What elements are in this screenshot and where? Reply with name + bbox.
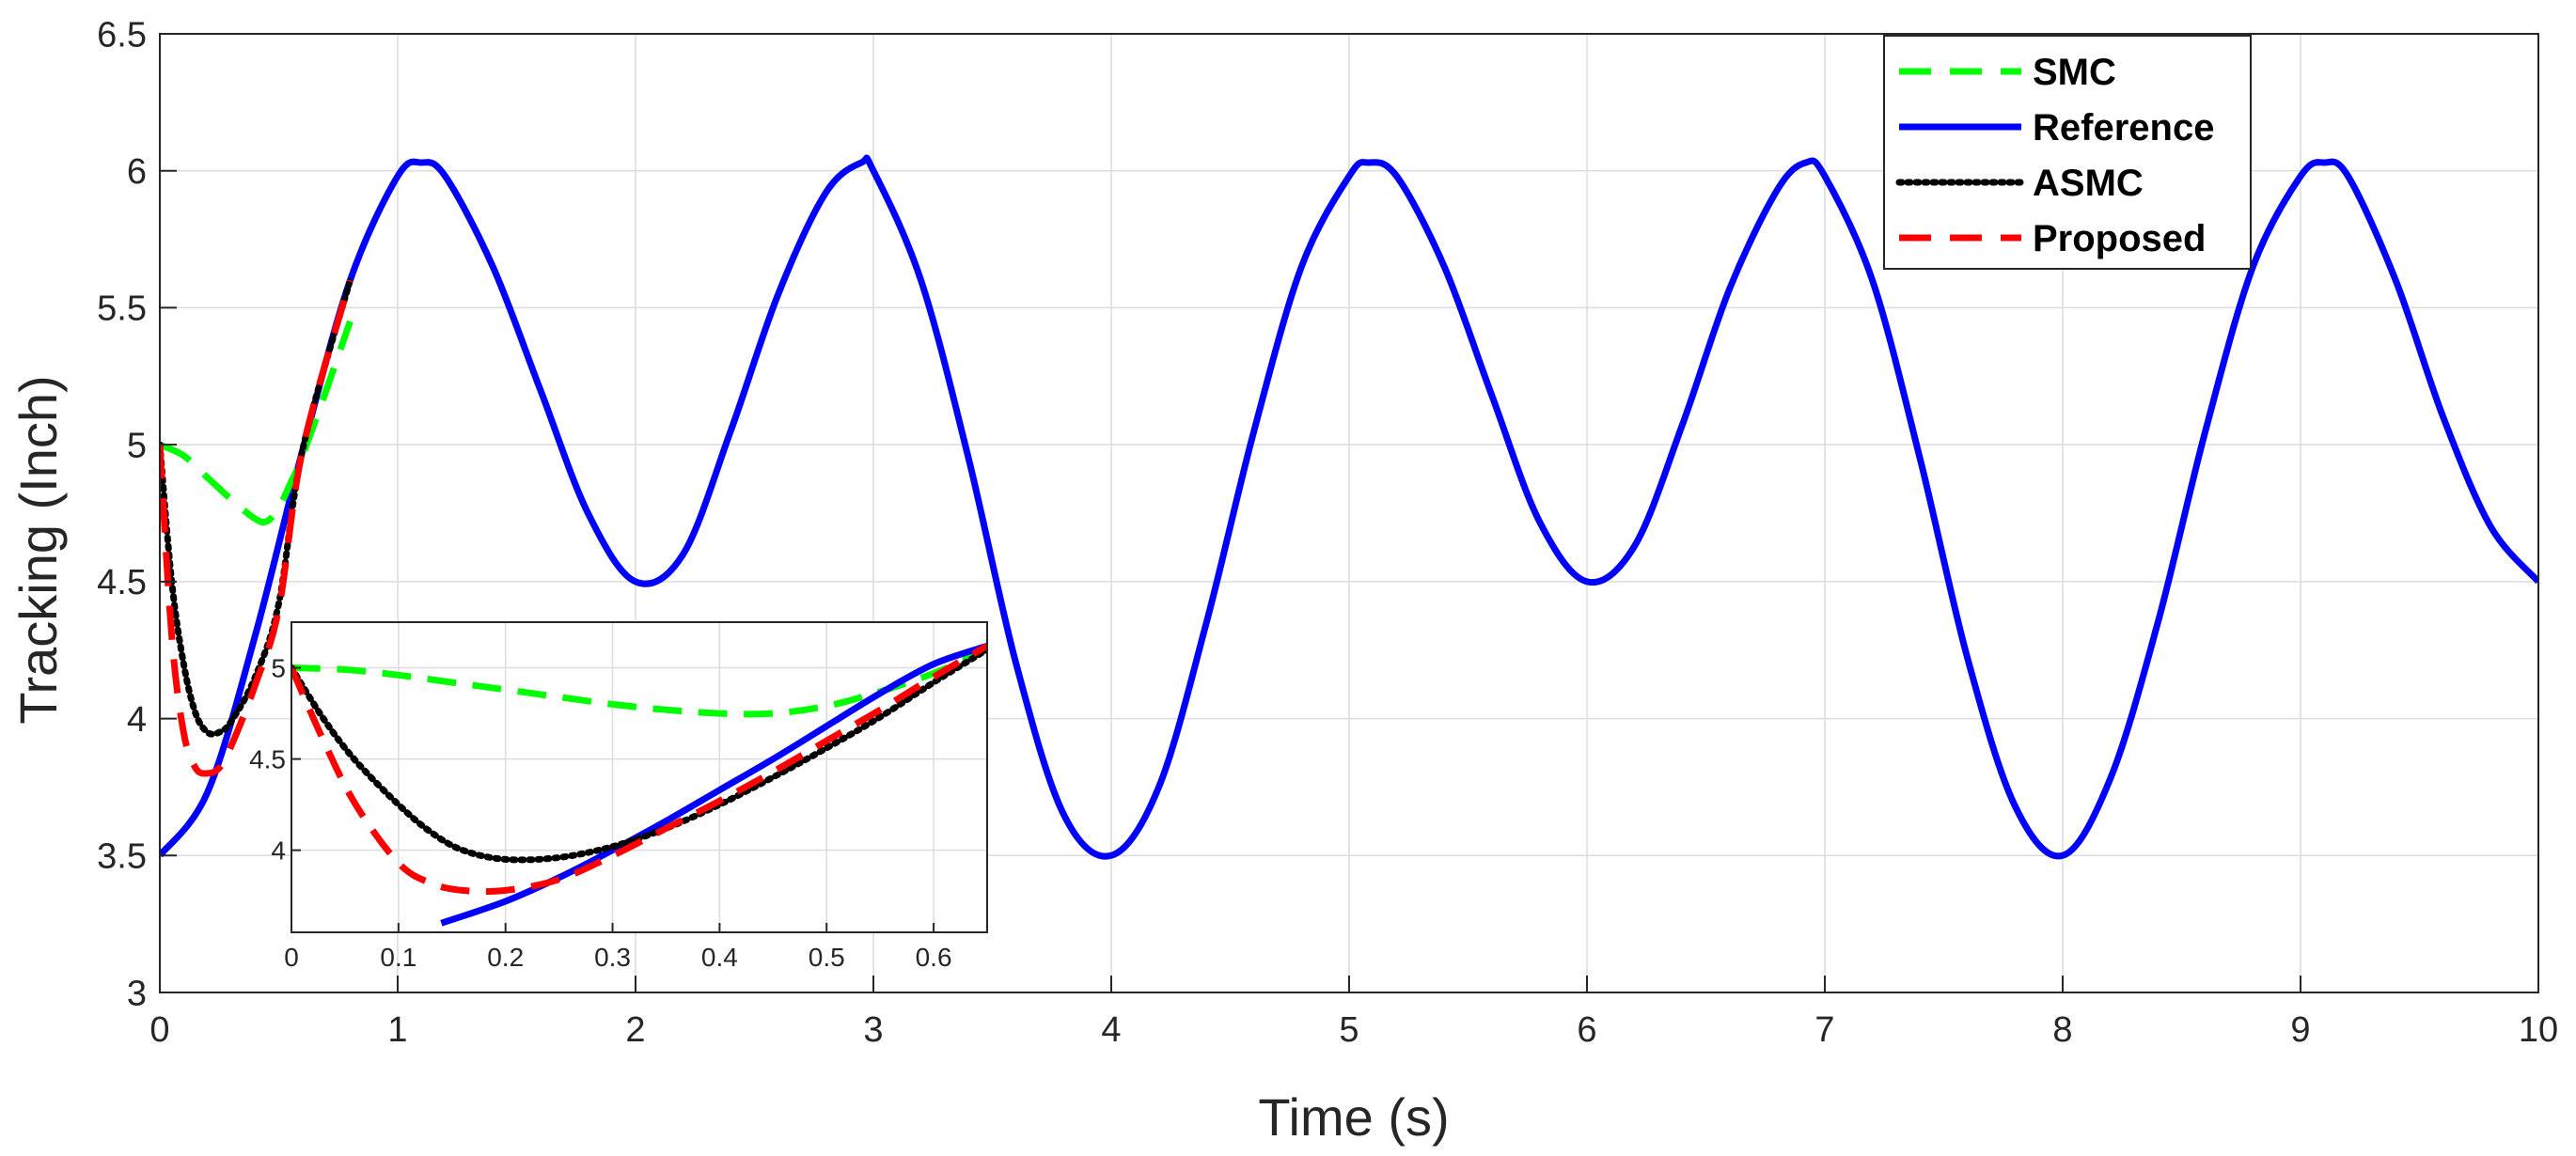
main-x-tick-label: 7 — [1814, 1010, 1834, 1050]
main-x-tick-label: 8 — [2052, 1010, 2072, 1050]
main-x-tick-label: 10 — [2519, 1010, 2558, 1050]
inset-x-tick-label: 0.5 — [809, 943, 845, 972]
main-x-tick-label: 5 — [1339, 1010, 1359, 1050]
main-y-tick-label: 3 — [127, 974, 147, 1013]
main-y-tick-label: 3.5 — [97, 837, 147, 877]
main-x-tick-label: 6 — [1577, 1010, 1596, 1050]
inset-x-tick-label: 0.4 — [701, 943, 738, 972]
inset-y-tick-label: 4.5 — [249, 744, 286, 773]
inset-axes-box — [291, 621, 988, 933]
main-x-tick-label: 4 — [1101, 1010, 1121, 1050]
inset-x-tick-label: 0 — [284, 943, 299, 972]
inset-series-group — [291, 642, 987, 927]
main-y-tick-label: 6 — [127, 152, 147, 192]
main-x-tick-label: 3 — [863, 1010, 883, 1050]
legend: SMC Reference ASMC Proposed — [1883, 35, 2252, 270]
legend-label-smc: SMC — [2033, 52, 2116, 93]
inset-y-ticks: 44.55 — [249, 653, 301, 865]
inset-plot: 0 0.1 0.2 0.3 0.4 0.5 0.6 44.55 — [249, 621, 988, 972]
legend-entries: SMC Reference ASMC Proposed — [1895, 52, 2214, 259]
inset-x-tick-label: 0.6 — [916, 943, 952, 972]
legend-label-asmc: ASMC — [2033, 163, 2144, 204]
main-y-tick-label: 5 — [127, 426, 147, 465]
inset-y-tick-label: 5 — [271, 653, 286, 682]
inset-series-proposed — [291, 643, 987, 896]
legend-label-proposed: Proposed — [2033, 218, 2206, 259]
inset-series-smc — [291, 646, 987, 718]
inset-x-tick-label: 0.2 — [487, 943, 524, 972]
main-series-proposed — [160, 279, 353, 777]
inset-x-tick-label: 0.3 — [594, 943, 631, 972]
main-series-group — [160, 154, 2538, 860]
inset-x-tick-label: 0.1 — [380, 943, 416, 972]
main-y-ticks: 3 3.5 4 4.5 5 5.5 6 6.5 — [97, 15, 177, 1013]
main-x-tick-label: 9 — [2290, 1010, 2310, 1050]
main-series-smc — [160, 320, 353, 526]
main-x-tick-label: 0 — [149, 1010, 169, 1050]
main-series-reference — [160, 154, 2538, 860]
main-x-tick-label: 2 — [625, 1010, 645, 1050]
main-x-ticks: 0 1 2 3 4 5 6 7 8 9 10 — [149, 976, 2558, 1050]
inset-y-tick-label: 4 — [271, 836, 286, 865]
legend-box — [1883, 35, 2252, 270]
main-y-tick-label: 6.5 — [97, 15, 147, 55]
main-y-tick-label: 5.5 — [97, 289, 147, 329]
legend-label-reference: Reference — [2033, 107, 2214, 148]
main-y-tick-label: 4.5 — [97, 563, 147, 602]
y-axis-label: Tracking (Inch) — [8, 375, 68, 724]
main-x-tick-label: 1 — [387, 1010, 407, 1050]
inset-axes-background — [291, 622, 987, 932]
inset-x-ticks: 0 0.1 0.2 0.3 0.4 0.5 0.6 — [284, 923, 952, 972]
main-y-tick-label: 4 — [127, 700, 147, 740]
inset-series-asmc — [291, 646, 987, 864]
x-axis-label: Time (s) — [1258, 1087, 1449, 1147]
